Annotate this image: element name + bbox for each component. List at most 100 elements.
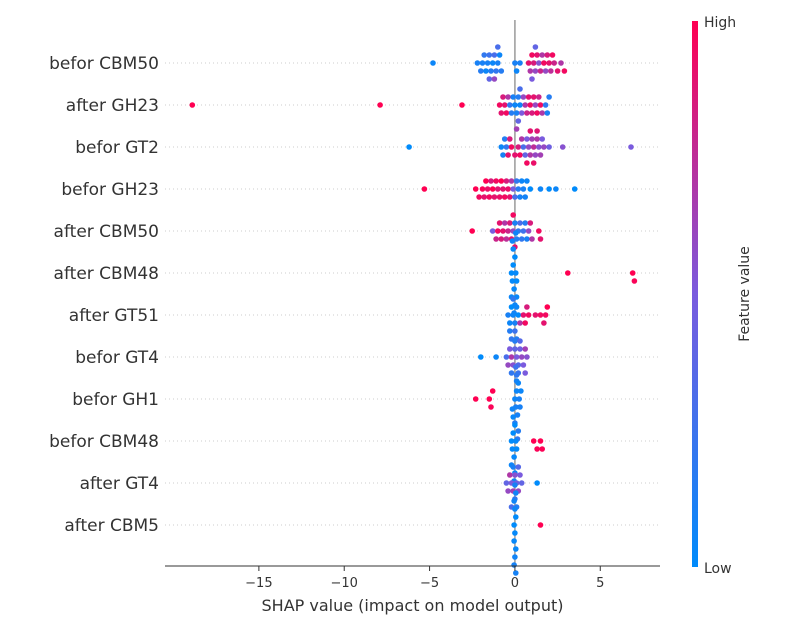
shap-point: [513, 372, 520, 378]
shap-point: [513, 514, 519, 520]
shap-point: [518, 388, 524, 394]
shap-point: [513, 354, 520, 360]
shap-point: [517, 86, 523, 92]
shap-point: [514, 412, 521, 418]
shap-point: [525, 228, 532, 234]
shap-point: [510, 296, 516, 302]
shap-point: [517, 152, 523, 158]
row-guides: [165, 62, 660, 526]
shap-point: [542, 312, 549, 318]
shap-point: [377, 102, 383, 108]
shap-point: [510, 246, 516, 252]
shap-point: [498, 68, 505, 74]
shap-point: [503, 236, 510, 242]
shap-point: [525, 60, 532, 66]
x-tick-label: −5: [420, 576, 439, 591]
x-tick-label: 5: [596, 576, 604, 591]
shap-point: [515, 380, 522, 386]
shap-point: [544, 110, 551, 116]
shap-point: [508, 144, 515, 150]
shap-point: [517, 338, 523, 344]
shap-point: [510, 94, 516, 100]
shap-point: [520, 312, 527, 318]
shap-point: [537, 522, 544, 528]
shap-point: [518, 354, 525, 360]
shap-point: [537, 102, 544, 108]
shap-point: [513, 68, 520, 74]
shap-point: [508, 354, 515, 360]
shap-point: [527, 102, 534, 108]
shap-point: [507, 136, 513, 142]
shap-point: [507, 346, 513, 352]
shap-point: [537, 236, 544, 242]
shap-point: [489, 186, 496, 192]
shap-point: [548, 68, 554, 74]
feature-label: befor GH23: [61, 180, 159, 200]
shap-point: [539, 446, 545, 452]
shap-point: [509, 278, 516, 284]
shap-point: [496, 220, 503, 226]
shap-point: [520, 186, 527, 192]
shap-point: [532, 152, 539, 158]
shap-point: [511, 562, 517, 568]
shap-point: [527, 68, 534, 74]
shap-point: [520, 94, 527, 100]
x-tick-label: −15: [245, 576, 272, 591]
shap-point: [509, 446, 516, 452]
shap-point: [493, 178, 499, 184]
shap-point: [527, 152, 534, 158]
shap-point: [539, 136, 545, 142]
shap-point: [513, 178, 520, 184]
shap-point: [505, 488, 511, 494]
colorbar-high-label: High: [704, 15, 736, 31]
shap-point: [530, 94, 537, 100]
shap-point: [474, 60, 481, 66]
feature-label: befor GH1: [72, 390, 159, 410]
shap-point: [507, 320, 513, 326]
shap-point: [527, 220, 534, 226]
shap-point: [520, 144, 527, 150]
shap-point: [537, 312, 544, 318]
shap-point: [500, 152, 506, 158]
feature-labels: befor CBM50 after GH23 befor GT2 befor GH23…: [49, 54, 159, 536]
shap-point: [517, 60, 523, 66]
shap-point: [507, 220, 513, 226]
shap-point: [512, 102, 518, 108]
shap-point: [530, 438, 537, 444]
shap-point: [517, 320, 523, 326]
shap-point: [512, 152, 518, 158]
shap-point: [544, 304, 551, 310]
shap-point: [507, 328, 513, 334]
feature-label: after CBM48: [54, 264, 159, 284]
shap-point: [486, 52, 493, 58]
shap-point: [498, 236, 505, 242]
shap-point: [513, 126, 520, 132]
shap-point: [551, 60, 557, 66]
shap-point: [524, 304, 530, 310]
shap-point: [513, 236, 520, 242]
shap-point: [527, 186, 534, 192]
shap-point: [512, 328, 518, 334]
shap-point: [541, 144, 547, 150]
shap-point: [491, 52, 498, 58]
shap-point: [503, 354, 510, 360]
shap-point: [522, 346, 528, 352]
shap-point: [493, 68, 499, 74]
feature-label: befor GT2: [75, 138, 159, 158]
shap-point: [479, 60, 486, 66]
shap-point: [536, 94, 542, 100]
shap-point: [491, 76, 498, 82]
x-ticks: −15 −10 −5 0 5: [245, 566, 604, 591]
shap-point: [553, 186, 559, 192]
shap-point: [537, 186, 544, 192]
shap-point: [501, 194, 508, 200]
shap-point: [512, 396, 518, 402]
shap-point: [500, 94, 506, 100]
shap-point: [430, 60, 436, 66]
shap-point: [524, 160, 530, 166]
shap-point: [513, 304, 520, 310]
shap-point: [512, 472, 518, 478]
shap-point: [459, 102, 465, 108]
feature-label: after GH23: [66, 96, 159, 116]
